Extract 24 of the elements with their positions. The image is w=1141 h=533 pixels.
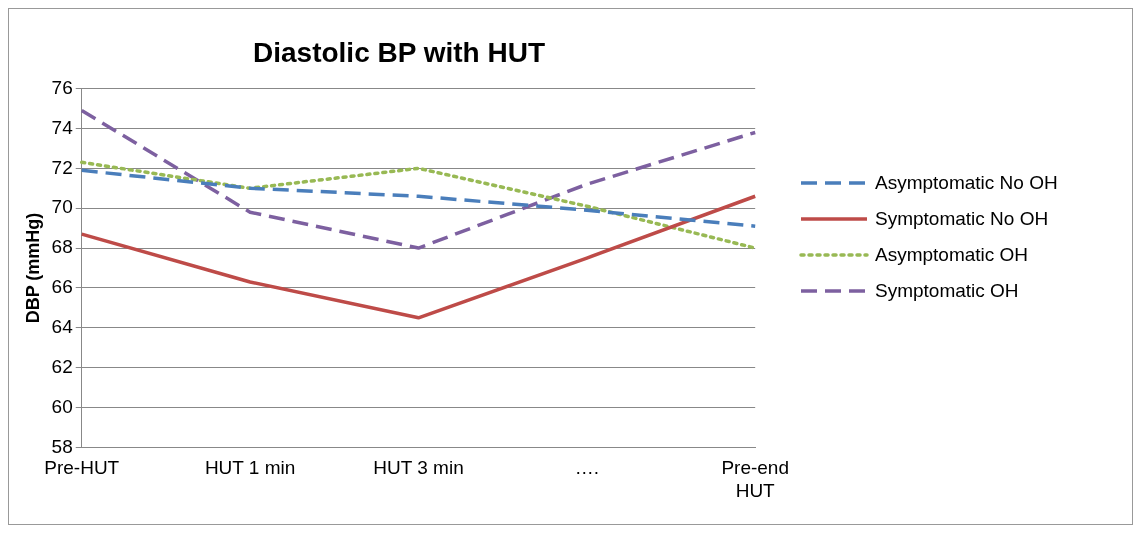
y-tick-label: 58 [51, 435, 73, 457]
x-tick-label: Pre-end HUT [721, 456, 790, 501]
chart-title: Diastolic BP with HUT [253, 36, 545, 68]
y-tick-label: 76 [51, 76, 73, 98]
legend-label: Asymptomatic OH [875, 243, 1029, 266]
legend-label: Asymptomatic No OH [875, 171, 1058, 194]
x-tick-label: Pre-HUT [44, 456, 120, 478]
x-tick-label: HUT 1 min [204, 456, 296, 478]
y-tick-label: 64 [51, 315, 74, 337]
y-tick-label: 62 [51, 355, 73, 377]
line-series [79, 160, 757, 250]
y-tick-label: 60 [51, 395, 73, 417]
y-tick-label: 66 [51, 275, 73, 297]
y-axis-title: DBP (mmHg) [22, 212, 43, 323]
y-tick-label: 74 [51, 116, 74, 138]
y-tick-label: 72 [51, 156, 73, 178]
legend-label: Symptomatic OH [875, 279, 1019, 302]
line-series [79, 168, 757, 228]
x-tick-label: …. [574, 456, 599, 478]
y-tick-label: 70 [51, 195, 73, 217]
line-series [79, 108, 757, 250]
x-tick-label: HUT 3 min [373, 456, 464, 478]
y-tick-label: 68 [51, 235, 73, 257]
legend-label: Symptomatic No OH [875, 207, 1049, 230]
